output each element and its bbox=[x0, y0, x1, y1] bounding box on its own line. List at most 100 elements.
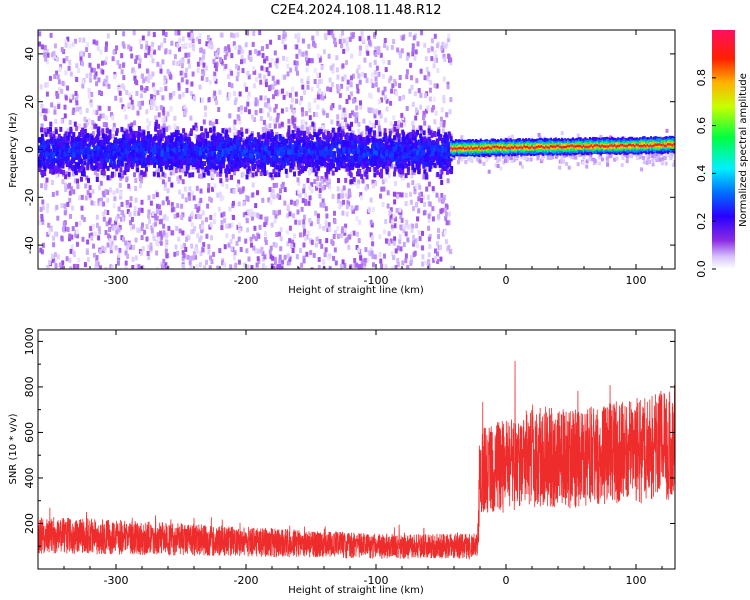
heatmap-cell bbox=[385, 106, 389, 112]
heatmap-cell bbox=[247, 55, 251, 60]
heatmap-cell bbox=[85, 175, 89, 181]
heatmap-cell bbox=[82, 171, 86, 177]
heatmap-cell bbox=[365, 169, 369, 175]
heatmap-cell bbox=[302, 188, 306, 194]
heatmap-cell bbox=[326, 147, 330, 153]
heatmap-cell bbox=[327, 30, 331, 36]
heatmap-cell bbox=[176, 212, 180, 218]
heatmap-cell bbox=[313, 43, 317, 49]
heatmap-cell bbox=[440, 107, 444, 113]
heatmap-cell bbox=[298, 49, 302, 55]
heatmap-cell bbox=[423, 202, 427, 207]
heatmap-cell bbox=[95, 161, 99, 166]
heatmap-cell bbox=[337, 86, 341, 92]
heatmap-cell bbox=[80, 50, 84, 56]
heatmap-cell bbox=[87, 257, 90, 263]
heatmap-cell bbox=[201, 148, 205, 154]
heatmap-cell bbox=[412, 125, 415, 131]
heatmap-cell bbox=[228, 223, 232, 229]
heatmap-cell bbox=[108, 175, 112, 181]
heatmap-cell bbox=[413, 167, 417, 173]
heatmap-cell bbox=[397, 120, 400, 126]
heatmap-cell bbox=[81, 83, 85, 89]
heatmap-cell bbox=[331, 170, 335, 176]
heatmap-cell bbox=[424, 172, 428, 178]
heatmap-cell bbox=[431, 186, 435, 192]
heatmap-cell bbox=[106, 144, 110, 150]
heatmap-cell bbox=[400, 122, 404, 128]
heatmap-cell bbox=[187, 32, 191, 38]
heatmap-cell bbox=[223, 218, 227, 224]
heatmap-cell bbox=[237, 228, 241, 234]
heatmap-cell bbox=[326, 86, 330, 92]
heatmap-cell bbox=[417, 196, 421, 202]
heatmap-cell bbox=[179, 133, 183, 139]
heatmap-cell bbox=[367, 35, 371, 41]
heatmap-cell bbox=[314, 171, 318, 177]
heatmap-cell bbox=[341, 30, 345, 36]
heatmap-cell bbox=[46, 265, 50, 269]
heatmap-cell bbox=[87, 93, 91, 99]
heatmap-cell bbox=[389, 100, 393, 106]
heatmap-cell bbox=[114, 138, 118, 144]
heatmap-cell bbox=[298, 100, 302, 106]
heatmap-cell bbox=[268, 62, 272, 68]
heatmap-cell bbox=[278, 123, 282, 129]
heatmap-cell bbox=[53, 231, 57, 237]
heatmap-cell bbox=[233, 250, 237, 256]
heatmap-cell bbox=[131, 152, 135, 158]
heatmap-cell bbox=[345, 41, 349, 47]
heatmap-cell bbox=[91, 223, 95, 229]
heatmap-cell bbox=[61, 260, 65, 266]
heatmap-cell bbox=[267, 103, 271, 109]
heatmap-cell bbox=[393, 135, 396, 141]
heatmap-cell bbox=[273, 218, 277, 224]
heatmap-cell bbox=[110, 173, 114, 179]
heatmap-cell bbox=[441, 148, 445, 154]
heatmap-cell bbox=[236, 183, 240, 189]
heatmap-cell bbox=[178, 189, 182, 195]
heatmap-cell bbox=[287, 135, 291, 141]
heatmap-cell bbox=[180, 203, 184, 209]
heatmap-cell bbox=[245, 128, 249, 134]
heatmap-cell bbox=[295, 44, 299, 50]
heatmap-cell bbox=[413, 91, 417, 97]
heatmap-cell bbox=[318, 182, 322, 188]
heatmap-cell bbox=[448, 211, 451, 217]
heatmap-cell bbox=[416, 216, 420, 222]
heatmap-cell bbox=[119, 267, 123, 269]
heatmap-cell bbox=[242, 201, 246, 207]
heatmap-cell bbox=[368, 40, 372, 46]
heatmap-cell bbox=[44, 116, 48, 122]
heatmap-cell bbox=[350, 75, 353, 81]
heatmap-cell bbox=[149, 74, 153, 80]
heatmap-cell bbox=[118, 172, 121, 178]
heatmap-cell bbox=[205, 259, 208, 265]
heatmap-cell bbox=[423, 42, 427, 48]
heatmap-cell bbox=[410, 142, 414, 148]
heatmap-cell bbox=[431, 216, 435, 222]
heatmap-cell bbox=[276, 264, 280, 269]
heatmap-cell bbox=[61, 226, 65, 232]
heatmap-cell bbox=[374, 120, 378, 126]
heatmap-cell bbox=[247, 91, 251, 97]
heatmap-cell bbox=[328, 265, 332, 269]
heatmap-cell bbox=[352, 208, 356, 214]
heatmap-cell bbox=[331, 159, 335, 165]
heatmap-cell bbox=[196, 232, 199, 238]
heatmap-cell bbox=[385, 148, 389, 154]
heatmap-cell bbox=[67, 131, 71, 137]
heatmap-cell bbox=[111, 225, 115, 231]
heatmap-cell bbox=[164, 86, 168, 92]
heatmap-cell bbox=[207, 249, 211, 255]
heatmap-cell bbox=[415, 223, 419, 229]
heatmap-cell bbox=[392, 240, 396, 246]
heatmap-cell bbox=[167, 158, 171, 164]
heatmap-cell bbox=[119, 194, 123, 200]
heatmap-cell bbox=[401, 175, 405, 181]
heatmap-cell bbox=[390, 251, 394, 256]
heatmap-cell bbox=[379, 145, 383, 151]
heatmap-cell bbox=[127, 183, 131, 189]
heatmap-cell bbox=[172, 90, 176, 96]
heatmap-cell bbox=[412, 234, 415, 240]
